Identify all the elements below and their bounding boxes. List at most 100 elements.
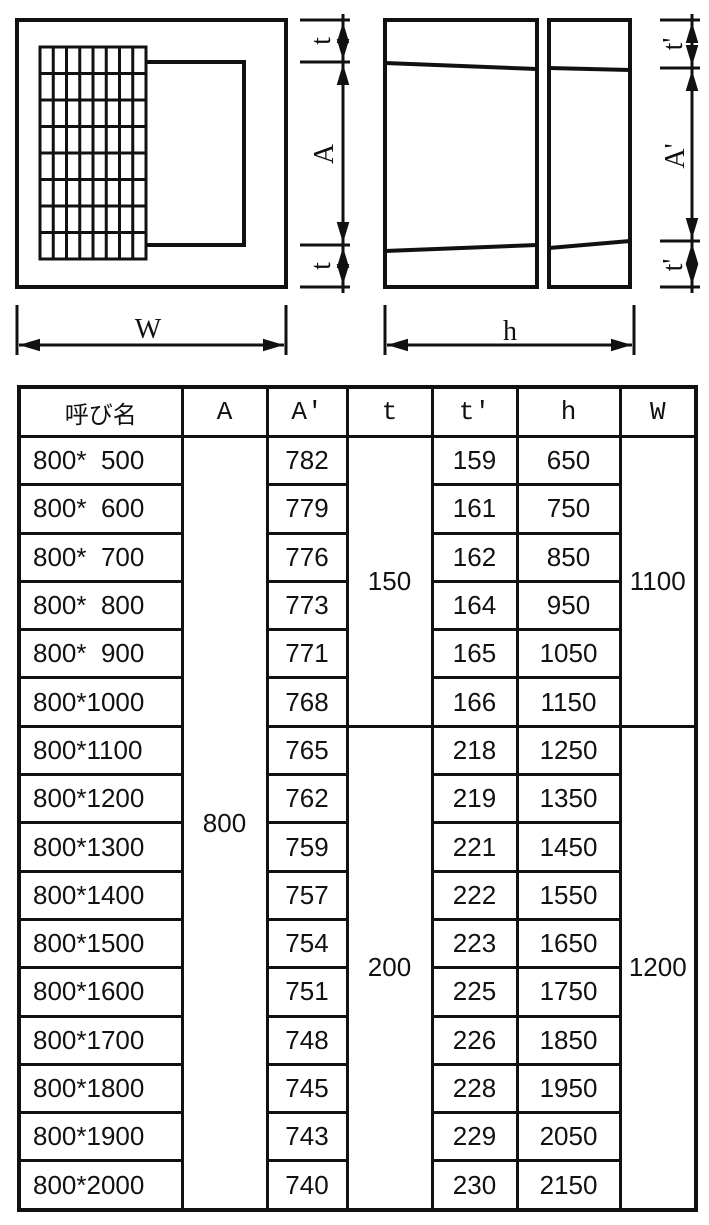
side-view-outline bbox=[383, 18, 539, 289]
table-row: 800*1200 762 219 1350 bbox=[17, 773, 696, 825]
table-row: 800* 600 779 161 750 bbox=[17, 483, 696, 535]
cell-A-prime: 771 bbox=[265, 628, 349, 680]
table-row: 800*1300 759 221 1450 bbox=[17, 821, 696, 873]
cell-A-prime: 762 bbox=[265, 773, 349, 825]
cell-name: 800*1100 bbox=[17, 724, 184, 777]
cell-h: 1150 bbox=[515, 676, 622, 728]
cell-h: 2050 bbox=[515, 1111, 622, 1163]
cell-h: 950 bbox=[515, 579, 622, 632]
spec-table: 呼び名 A A' t t' h W 800* 500 800 782 150 159 65… bbox=[17, 385, 698, 1212]
dimension-lines bbox=[15, 14, 700, 355]
cell-t-prime: 222 bbox=[430, 869, 519, 921]
cell-t-prime: 230 bbox=[430, 1159, 519, 1212]
dim-label-t-prime-top: t' bbox=[658, 38, 689, 51]
cell-name: 800*1400 bbox=[17, 869, 184, 921]
grating bbox=[38, 45, 148, 261]
cell-t-prime: 159 bbox=[430, 434, 519, 487]
cell-name: 800*1600 bbox=[17, 966, 184, 1018]
cell-A-prime: 757 bbox=[265, 869, 349, 921]
cell-A: 800 bbox=[180, 435, 269, 1212]
table-row: 800*1600 751 225 1750 bbox=[17, 966, 696, 1018]
header-t: t bbox=[345, 385, 434, 438]
table-row: 800*2000 740 230 2150 bbox=[17, 1159, 696, 1212]
cell-t-prime: 218 bbox=[430, 724, 519, 777]
cell-h: 1750 bbox=[515, 966, 622, 1018]
cell-A-prime: 779 bbox=[265, 483, 349, 535]
cell-h: 750 bbox=[515, 483, 622, 535]
table-row: 800*1800 745 228 1950 bbox=[17, 1062, 696, 1115]
cell-h: 1850 bbox=[515, 1014, 622, 1066]
cell-h: 1550 bbox=[515, 869, 622, 921]
cell-t-prime: 164 bbox=[430, 579, 519, 632]
header-h: h bbox=[515, 385, 622, 438]
header-row: 呼び名 A A' t t' h W bbox=[17, 385, 698, 438]
cell-h: 1650 bbox=[515, 917, 622, 970]
cell-name: 800* 500 bbox=[17, 434, 184, 487]
cell-name: 800*1500 bbox=[17, 917, 184, 970]
cell-t-prime: 165 bbox=[430, 628, 519, 680]
cell-name: 800*1800 bbox=[17, 1062, 184, 1115]
cell-t: 200 bbox=[345, 724, 434, 1212]
cell-A-prime: 776 bbox=[265, 531, 349, 583]
inner-opening bbox=[146, 60, 246, 247]
cell-A-prime: 765 bbox=[265, 724, 349, 777]
dim-label-A-prime: A' bbox=[660, 143, 691, 168]
table-row: 800*1900 743 229 2050 bbox=[17, 1111, 696, 1163]
dim-label-t-top: t bbox=[306, 37, 337, 45]
cell-t-prime: 221 bbox=[430, 821, 519, 873]
table-row: 800*1700 748 226 1850 bbox=[17, 1014, 696, 1066]
header-A: A bbox=[180, 385, 269, 438]
cell-name: 800* 700 bbox=[17, 531, 184, 583]
table-row: 800*1400 757 222 1550 bbox=[17, 869, 696, 921]
cell-h: 2150 bbox=[515, 1159, 622, 1212]
cell-A-prime: 740 bbox=[265, 1159, 349, 1212]
cell-name: 800*1200 bbox=[17, 773, 184, 825]
cell-name: 800*1900 bbox=[17, 1111, 184, 1163]
table-row: 800* 900 771 165 1050 bbox=[17, 628, 696, 680]
cell-A-prime: 743 bbox=[265, 1111, 349, 1163]
cell-name: 800*1300 bbox=[17, 821, 184, 873]
table-row: 800* 800 773 164 950 bbox=[17, 579, 696, 632]
cell-A-prime: 759 bbox=[265, 821, 349, 873]
header-W: W bbox=[618, 385, 698, 438]
cell-t-prime: 162 bbox=[430, 531, 519, 583]
cell-t: 150 bbox=[345, 435, 434, 728]
header-A-prime: A' bbox=[265, 385, 349, 438]
table-row: 800*1500 754 223 1650 bbox=[17, 917, 696, 970]
dim-label-W: W bbox=[135, 314, 162, 345]
dim-label-t-bottom: t bbox=[306, 262, 337, 270]
table-row: 800* 500 800 782 150 159 650 1100 bbox=[17, 434, 698, 1212]
plan-view-outline bbox=[15, 18, 288, 289]
cell-h: 1350 bbox=[515, 773, 622, 825]
cell-name: 800*1700 bbox=[17, 1014, 184, 1066]
table-row: 800* 700 776 162 850 bbox=[17, 531, 696, 583]
cell-t-prime: 219 bbox=[430, 773, 519, 825]
cell-h: 1050 bbox=[515, 628, 622, 680]
cell-A-prime: 754 bbox=[265, 917, 349, 970]
table-row: 800*1000 768 166 1150 bbox=[17, 676, 696, 728]
cell-A-prime: 745 bbox=[265, 1062, 349, 1115]
dim-label-t-prime-bottom: t' bbox=[658, 259, 689, 272]
cell-A-prime: 768 bbox=[265, 676, 349, 728]
cell-h: 1250 bbox=[515, 724, 622, 777]
dimension-drawing: t A t t' A' t' W h bbox=[15, 14, 700, 355]
dim-label-h: h bbox=[503, 316, 517, 347]
cell-h: 650 bbox=[515, 434, 622, 487]
cell-h: 1950 bbox=[515, 1062, 622, 1115]
cell-W: 1100 bbox=[618, 435, 698, 728]
cell-t-prime: 225 bbox=[430, 966, 519, 1018]
cell-t-prime: 223 bbox=[430, 917, 519, 970]
cell-t-prime: 229 bbox=[430, 1111, 519, 1163]
cell-name: 800* 600 bbox=[17, 483, 184, 535]
header-t-prime: t' bbox=[430, 385, 519, 438]
cell-A-prime: 751 bbox=[265, 966, 349, 1018]
cell-h: 1450 bbox=[515, 821, 622, 873]
dim-label-A: A bbox=[309, 143, 340, 164]
end-view-outline bbox=[547, 18, 632, 289]
cell-name: 800*1000 bbox=[17, 676, 184, 728]
cell-h: 850 bbox=[515, 531, 622, 583]
cell-A-prime: 748 bbox=[265, 1014, 349, 1066]
cell-t-prime: 166 bbox=[430, 676, 519, 728]
cell-name: 800* 800 bbox=[17, 579, 184, 632]
cell-t-prime: 226 bbox=[430, 1014, 519, 1066]
